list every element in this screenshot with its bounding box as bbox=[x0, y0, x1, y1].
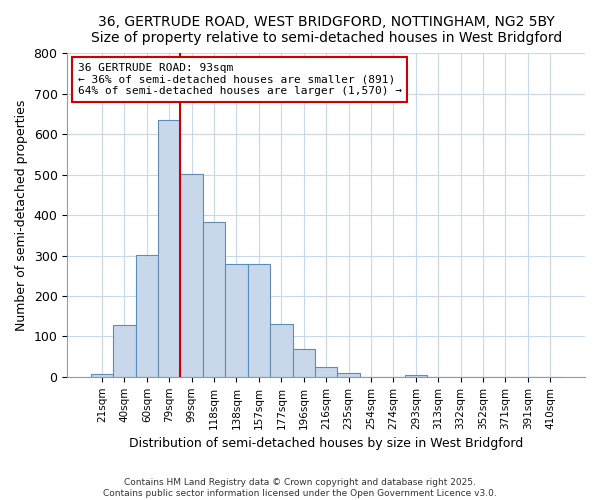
Bar bbox=[270, 324, 293, 377]
Bar bbox=[404, 375, 427, 377]
Bar bbox=[337, 373, 360, 377]
Bar bbox=[248, 264, 270, 377]
Bar bbox=[136, 254, 158, 377]
Bar bbox=[315, 366, 337, 377]
Bar bbox=[181, 174, 203, 377]
Bar bbox=[113, 325, 136, 377]
Title: 36, GERTRUDE ROAD, WEST BRIDGFORD, NOTTINGHAM, NG2 5BY
Size of property relative: 36, GERTRUDE ROAD, WEST BRIDGFORD, NOTTI… bbox=[91, 15, 562, 45]
Bar bbox=[158, 120, 181, 377]
Text: 36 GERTRUDE ROAD: 93sqm
← 36% of semi-detached houses are smaller (891)
64% of s: 36 GERTRUDE ROAD: 93sqm ← 36% of semi-de… bbox=[77, 63, 401, 96]
Bar bbox=[293, 348, 315, 377]
Bar bbox=[91, 374, 113, 377]
X-axis label: Distribution of semi-detached houses by size in West Bridgford: Distribution of semi-detached houses by … bbox=[129, 437, 523, 450]
Bar bbox=[203, 222, 225, 377]
Text: Contains HM Land Registry data © Crown copyright and database right 2025.
Contai: Contains HM Land Registry data © Crown c… bbox=[103, 478, 497, 498]
Bar bbox=[225, 264, 248, 377]
Y-axis label: Number of semi-detached properties: Number of semi-detached properties bbox=[15, 100, 28, 331]
